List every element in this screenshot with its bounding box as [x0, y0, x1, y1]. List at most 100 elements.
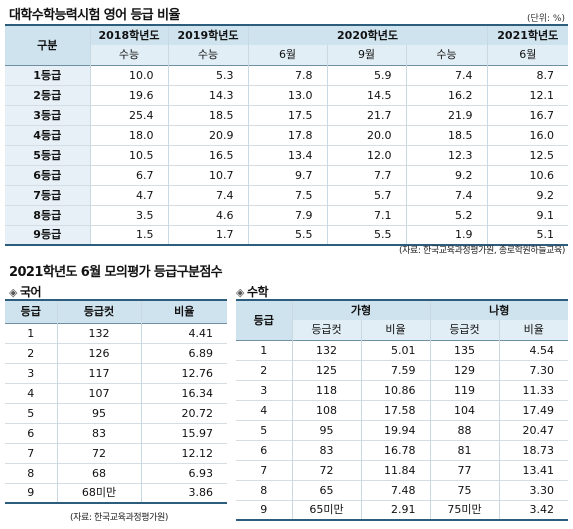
unit-label: (단위: %)	[526, 14, 565, 24]
value-cell: 21.7	[327, 104, 407, 125]
ratio-cell: 11.33	[499, 379, 568, 400]
math-heading: ◈ 수학	[236, 285, 269, 299]
cut-cell: 75미만	[430, 499, 500, 520]
ratio-cell: 6.89	[141, 342, 227, 363]
cut-cell: 75	[430, 479, 500, 500]
table-row: 1등급 10.0 5.3 7.8 5.9 7.4 8.7	[5, 64, 569, 85]
value-cell: 3.5	[90, 204, 169, 225]
ratio-cell: 18.73	[499, 439, 568, 460]
row-label: 2등급	[5, 84, 91, 105]
cut-cell: 95	[57, 402, 142, 423]
cut-cell: 81	[430, 439, 500, 460]
korean-source: (자료: 한국교육과정평가원)	[70, 513, 168, 523]
value-cell: 17.5	[248, 104, 328, 125]
diamond-icon: ◈	[9, 286, 17, 299]
cut-cell: 135	[430, 339, 500, 360]
table-row: 6등급 6.7 10.7 9.7 7.7 9.2 10.6	[5, 164, 569, 185]
cut-cell: 65미만	[292, 499, 362, 520]
korean-header: 등급컷	[57, 300, 142, 323]
table-row: 8등급 3.5 4.6 7.9 7.1 5.2 9.1	[5, 204, 569, 225]
value-cell: 16.0	[487, 124, 569, 145]
grade-cell: 4	[5, 382, 58, 403]
ratio-cell: 16.78	[361, 439, 431, 460]
grade-cell: 6	[5, 422, 58, 443]
table-row: 3 118 10.86 119 11.33	[236, 379, 568, 400]
math-table: 등급 가형 나형 등급컷 비율 등급컷 비율 1 132 5.01 135 4.54 2 1…	[236, 299, 568, 521]
value-cell: 9.2	[487, 184, 569, 205]
value-cell: 7.8	[248, 64, 328, 85]
table-row: 6 83 15.97	[5, 422, 227, 443]
cut-cell: 72	[292, 459, 362, 480]
grade-cell: 9	[5, 482, 58, 503]
ratio-cell: 20.72	[141, 402, 227, 423]
cut-cell: 118	[292, 379, 362, 400]
value-cell: 12.3	[406, 144, 488, 165]
grade-cell: 6	[236, 439, 293, 460]
value-cell: 7.7	[327, 164, 407, 185]
value-cell: 10.6	[487, 164, 569, 185]
row-label: 9등급	[5, 224, 91, 245]
grade-cell: 2	[236, 359, 293, 380]
value-cell: 1.7	[168, 224, 249, 245]
ratio-cell: 2.91	[361, 499, 431, 520]
sub-header: 수능	[90, 45, 169, 65]
value-cell: 9.1	[487, 204, 569, 225]
value-cell: 5.9	[327, 64, 407, 85]
ratio-cell: 11.84	[361, 459, 431, 480]
value-cell: 5.2	[406, 204, 488, 225]
table-row: 2 126 6.89	[5, 342, 227, 363]
math-corner-header: 등급	[236, 300, 293, 340]
value-cell: 10.0	[90, 64, 169, 85]
cut-cell: 125	[292, 359, 362, 380]
table-row: 8 65 7.48 75 3.30	[236, 479, 568, 500]
value-cell: 13.4	[248, 144, 328, 165]
sub-header: 수능	[168, 45, 249, 65]
value-cell: 7.1	[327, 204, 407, 225]
value-cell: 5.5	[248, 224, 328, 245]
math-sub-header: 비율	[361, 320, 431, 340]
table-row: 1 132 5.01 135 4.54	[236, 339, 568, 360]
row-label: 6등급	[5, 164, 91, 185]
ratio-cell: 3.86	[141, 482, 227, 503]
cut-cell: 77	[430, 459, 500, 480]
value-cell: 19.6	[90, 84, 169, 105]
ratio-cell: 20.47	[499, 419, 568, 440]
cut-cell: 108	[292, 399, 362, 420]
table-row: 9 65미만 2.91 75미만 3.42	[236, 499, 568, 520]
value-cell: 7.4	[406, 64, 488, 85]
ratio-cell: 19.94	[361, 419, 431, 440]
value-cell: 20.9	[168, 124, 249, 145]
ratio-cell: 13.41	[499, 459, 568, 480]
value-cell: 4.7	[90, 184, 169, 205]
math-group-header: 가형	[292, 300, 431, 320]
math-sub-header: 비율	[499, 320, 568, 340]
cut-cell: 132	[292, 339, 362, 360]
grade-cell: 2	[5, 342, 58, 363]
table-row: 3등급 25.4 18.5 17.5 21.7 21.9 16.7	[5, 104, 569, 125]
value-cell: 1.9	[406, 224, 488, 245]
cut-cell: 88	[430, 419, 500, 440]
table-row: 4 107 16.34	[5, 382, 227, 403]
ratio-cell: 10.86	[361, 379, 431, 400]
grade-cell: 8	[5, 462, 58, 483]
value-cell: 18.5	[168, 104, 249, 125]
corner-header: 구분	[5, 25, 91, 65]
sub-header: 6월	[248, 45, 328, 65]
table-row: 7등급 4.7 7.4 7.5 5.7 7.4 9.2	[5, 184, 569, 205]
cut-cell: 83	[292, 439, 362, 460]
cut-cell: 129	[430, 359, 500, 380]
math-group-header: 나형	[430, 300, 568, 320]
grade-ratio-table: 구분 2018학년도 2019학년도 2020학년도 2021학년도 수능 수능…	[5, 24, 569, 246]
value-cell: 10.7	[168, 164, 249, 185]
value-cell: 5.3	[168, 64, 249, 85]
cut-cell: 107	[57, 382, 142, 403]
value-cell: 12.5	[487, 144, 569, 165]
grade-cell: 7	[236, 459, 293, 480]
value-cell: 17.8	[248, 124, 328, 145]
value-cell: 7.4	[168, 184, 249, 205]
value-cell: 7.9	[248, 204, 328, 225]
cut-cell: 72	[57, 442, 142, 463]
korean-heading: ◈ 국어	[9, 285, 42, 299]
table-row: 3 117 12.76	[5, 362, 227, 383]
cut-cell: 68	[57, 462, 142, 483]
